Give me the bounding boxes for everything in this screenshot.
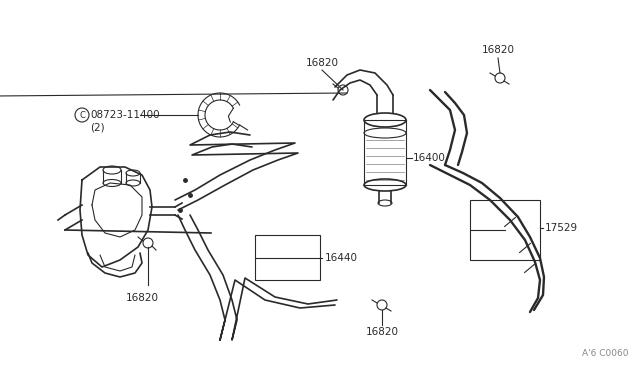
Text: 16440: 16440 xyxy=(325,253,358,263)
Text: 16820: 16820 xyxy=(481,45,515,55)
Text: 16820: 16820 xyxy=(365,327,399,337)
Text: A'6 C0060: A'6 C0060 xyxy=(582,349,628,358)
Bar xyxy=(255,235,320,280)
Text: 16820: 16820 xyxy=(125,293,159,303)
Bar xyxy=(470,200,540,260)
Text: C: C xyxy=(79,110,85,119)
Text: 17529: 17529 xyxy=(545,223,578,233)
Text: 16820: 16820 xyxy=(305,58,339,68)
Text: (2): (2) xyxy=(90,123,104,133)
Text: 16400: 16400 xyxy=(413,153,446,163)
Text: 08723-11400: 08723-11400 xyxy=(90,110,159,120)
